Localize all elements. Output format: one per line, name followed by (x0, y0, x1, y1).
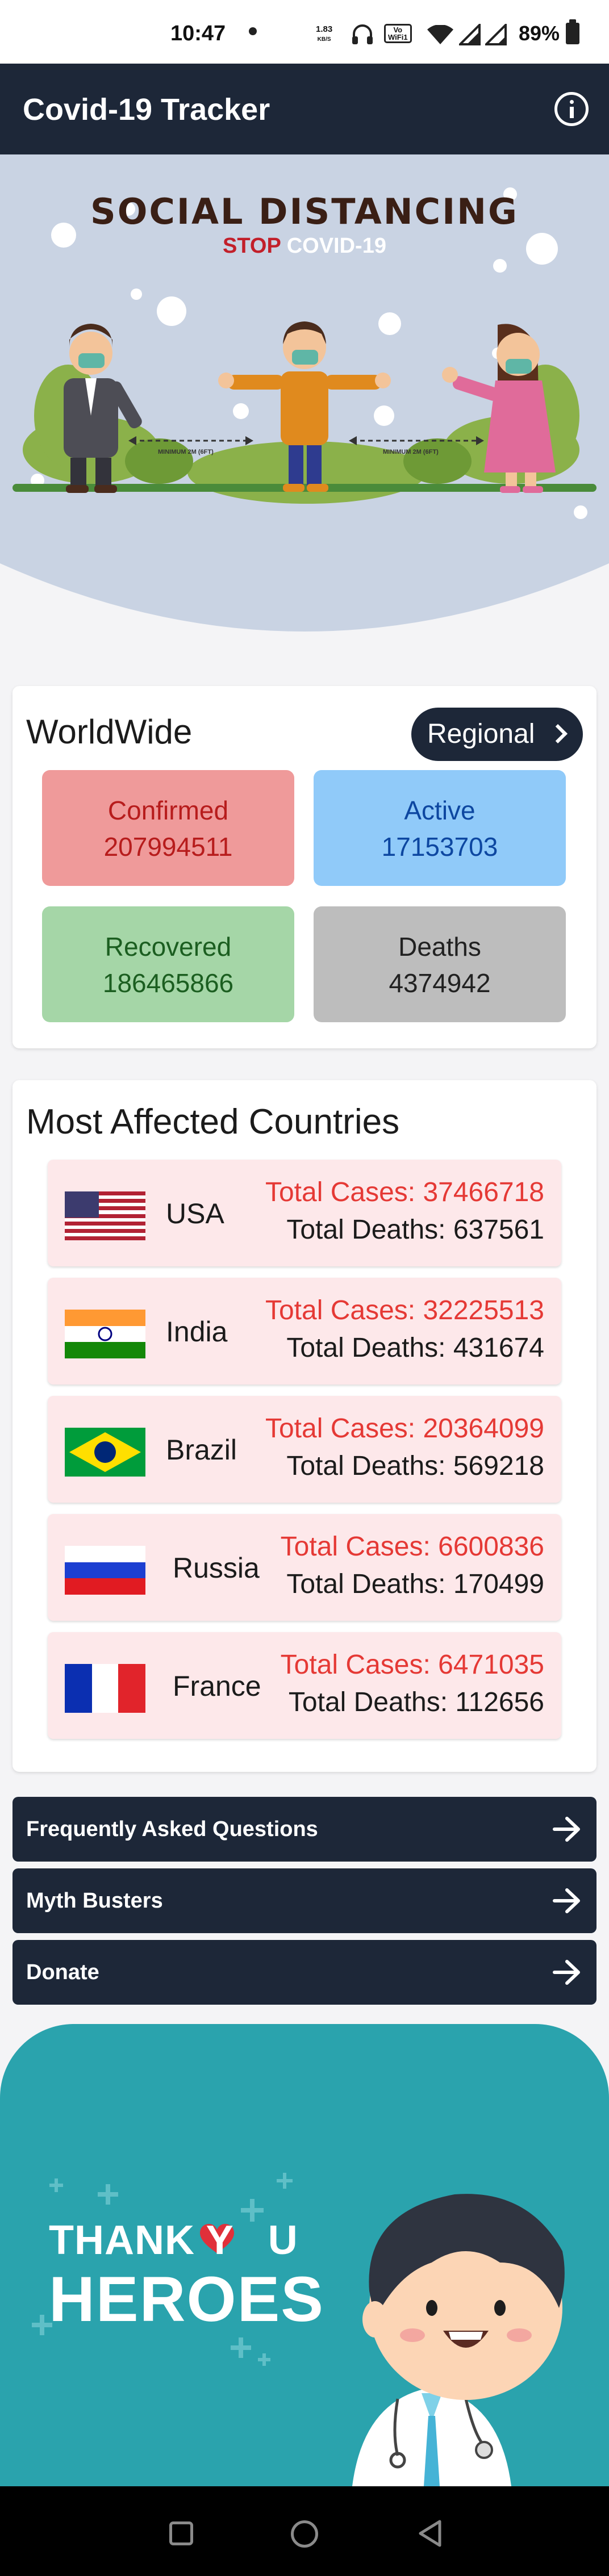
back-icon[interactable] (417, 2519, 442, 2548)
signal-icon (459, 24, 481, 45)
battery-percent: 89% (519, 22, 560, 45)
social-distancing-illustration (0, 154, 609, 637)
distance-label: MINIMUM 2M (6FT) (158, 449, 214, 455)
deaths-stat: Deaths 4374942 (314, 906, 566, 1022)
country-name: Brazil (166, 1434, 237, 1466)
country-deaths: Total Deaths: 637561 (286, 1215, 544, 1245)
country-deaths: Total Deaths: 569218 (286, 1451, 544, 1481)
arrow-right-icon (553, 1817, 580, 1842)
country-row-usa[interactable]: USA Total Cases: 37466718 Total Deaths: … (48, 1160, 561, 1266)
active-stat: Active 17153703 (314, 770, 566, 886)
usa-flag-icon (65, 1191, 145, 1240)
net-speed-value: 1.83 (316, 24, 333, 34)
arrow-right-icon (553, 1960, 580, 1985)
signal-icon (485, 24, 507, 45)
country-cases: Total Cases: 37466718 (265, 1177, 544, 1207)
regional-button[interactable]: Regional (411, 708, 583, 761)
recovered-value: 186465866 (102, 968, 234, 998)
plus-decorations (32, 2173, 293, 2366)
country-cases: Total Cases: 32225513 (265, 1295, 544, 1325)
country-row-india[interactable]: India Total Cases: 32225513 Total Deaths… (48, 1278, 561, 1385)
info-icon[interactable] (554, 92, 589, 126)
person-center (218, 321, 391, 492)
hero-headline: SOCIAL DISTANCING (90, 191, 519, 232)
country-row-france[interactable]: France Total Cases: 6471035 Total Deaths… (48, 1632, 561, 1739)
hero-covid: COVID-19 (286, 234, 386, 258)
distance-label: MINIMUM 2M (6FT) (383, 449, 439, 455)
country-row-brazil[interactable]: Brazil Total Cases: 20364099 Total Death… (48, 1396, 561, 1503)
donate-label: Donate (26, 1960, 99, 1984)
dot-notification-icon (249, 27, 257, 35)
thank-you-text: THANK Y U (49, 2217, 298, 2264)
volte-top: Vo (393, 26, 403, 34)
heroes-text: HEROES (49, 2264, 324, 2335)
worldwide-card: WorldWide Regional Confirmed 207994511 A… (12, 686, 597, 1048)
doctor-illustration (32, 2173, 565, 2486)
russia-flag-icon (65, 1546, 145, 1595)
country-row-russia[interactable]: Russia Total Cases: 6600836 Total Deaths… (48, 1514, 561, 1621)
confirmed-label: Confirmed (107, 796, 229, 825)
heart-icon (200, 2223, 234, 2253)
volte-wifi-icon: Vo WiFi1 (384, 24, 412, 43)
faq-label: Frequently Asked Questions (26, 1817, 318, 1841)
recents-icon[interactable] (169, 2521, 193, 2545)
thank-you-part2: U (268, 2218, 298, 2263)
person-right (442, 324, 556, 493)
active-value: 17153703 (381, 832, 498, 862)
net-speed: 1.83 KB/S (316, 25, 332, 44)
status-bar: 10:47 1.83 KB/S Vo WiFi1 89% (0, 0, 609, 64)
deaths-value: 4374942 (389, 968, 491, 998)
country-name: India (166, 1316, 228, 1348)
myth-busters-button[interactable]: Myth Busters (12, 1868, 597, 1933)
most-affected-title: Most Affected Countries (26, 1102, 400, 1141)
country-cases: Total Cases: 6471035 (280, 1650, 544, 1680)
hero-stop: STOP (223, 234, 281, 258)
myth-busters-label: Myth Busters (26, 1889, 163, 1913)
battery-icon (566, 19, 579, 44)
app-bar: Covid-19 Tracker (0, 64, 609, 154)
country-name: Russia (173, 1552, 260, 1584)
arrow-right-icon (553, 1888, 580, 1913)
deaths-label: Deaths (398, 932, 481, 961)
headphones-icon (352, 24, 373, 44)
net-speed-unit: KB/S (317, 36, 331, 43)
app-title: Covid-19 Tracker (23, 93, 270, 127)
confirmed-value: 207994511 (103, 832, 233, 862)
country-name: USA (166, 1198, 224, 1230)
wifi-icon (427, 25, 453, 44)
system-navigation-bar (0, 2486, 609, 2576)
recovered-label: Recovered (105, 932, 232, 961)
volte-bottom: WiFi1 (388, 33, 408, 41)
thank-you-heroes-banner: THANK Y U HEROES (0, 2024, 609, 2486)
most-affected-card: Most Affected Countries USA Total Cases:… (12, 1080, 597, 1772)
active-label: Active (404, 796, 475, 825)
thank-you-part1: THANK Y (49, 2218, 234, 2263)
status-time: 10:47 (170, 22, 226, 45)
india-flag-icon (65, 1310, 145, 1358)
person-left (64, 324, 142, 493)
hero-subtitle: STOP COVID-19 (0, 234, 609, 258)
donate-button[interactable]: Donate (12, 1940, 597, 2005)
france-flag-icon (65, 1664, 145, 1713)
regional-button-label: Regional (427, 719, 535, 749)
social-distancing-banner: SOCIAL DISTANCING STOP COVID-19 MINIMUM … (0, 154, 609, 637)
country-name: France (173, 1670, 261, 1702)
confirmed-stat: Confirmed 207994511 (42, 770, 294, 886)
country-deaths: Total Deaths: 112656 (288, 1687, 544, 1717)
recovered-stat: Recovered 186465866 (42, 906, 294, 1022)
faq-button[interactable]: Frequently Asked Questions (12, 1797, 597, 1862)
home-icon[interactable] (291, 2520, 318, 2548)
country-cases: Total Cases: 20364099 (265, 1414, 544, 1444)
country-cases: Total Cases: 6600836 (280, 1532, 544, 1562)
brazil-flag-icon (65, 1428, 145, 1477)
chevron-right-icon (548, 724, 568, 743)
country-deaths: Total Deaths: 431674 (286, 1333, 544, 1363)
country-deaths: Total Deaths: 170499 (286, 1569, 544, 1599)
worldwide-title: WorldWide (26, 713, 193, 751)
